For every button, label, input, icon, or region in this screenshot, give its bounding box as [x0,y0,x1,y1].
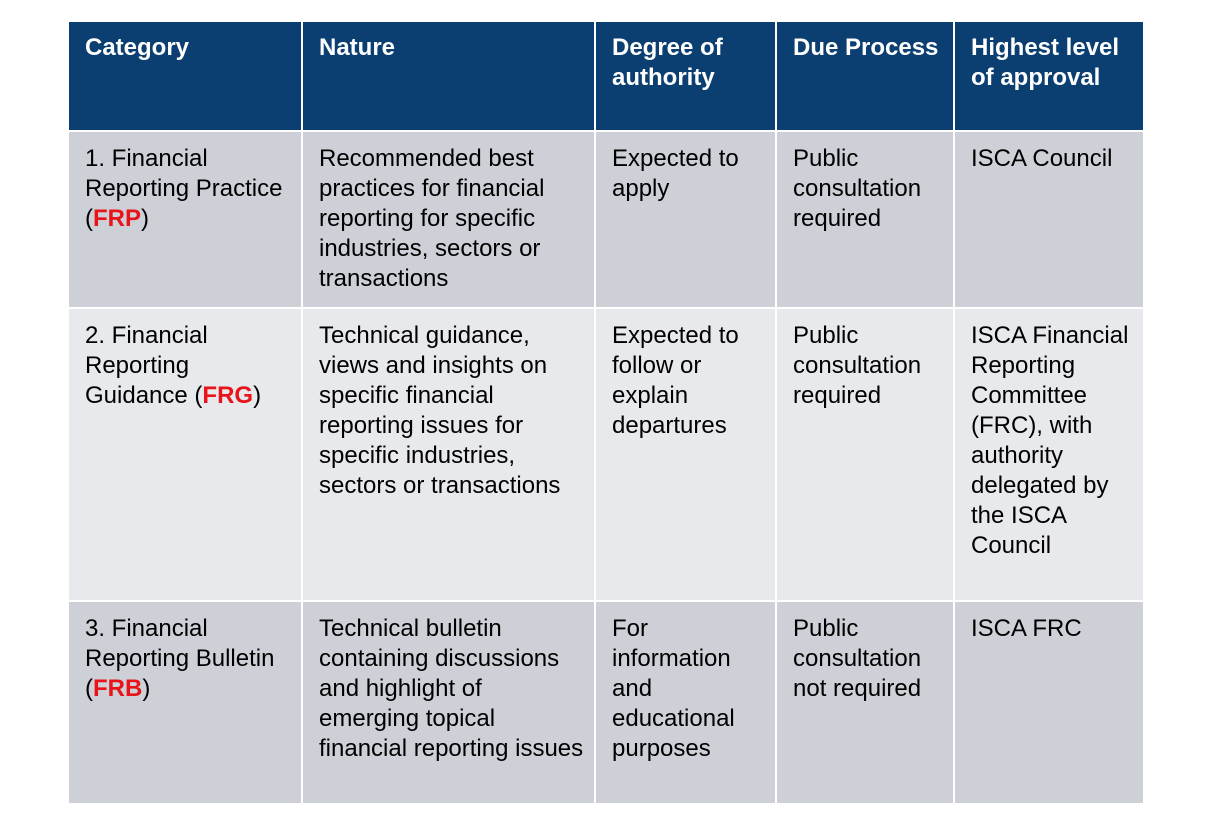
category-text: 1. Financial Reporting Practice ( [85,145,283,232]
category-text-end: ) [141,205,149,232]
row-2-due-process: Public consultation required [777,309,953,600]
header-authority: Degree of authority [596,22,775,130]
row-2-authority: Expected to follow or explain departures [596,309,775,600]
row-1-authority: Expected to apply [596,132,775,307]
row-3-nature: Technical bulletin containing discussion… [303,602,594,803]
header-nature: Nature [303,22,594,130]
category-code: FRB [93,675,143,702]
row-1-due-process: Public consultation required [777,132,953,307]
header-due-process: Due Process [777,22,953,130]
row-1-nature: Recommended best practices for financial… [303,132,594,307]
category-text-end: ) [142,675,151,702]
row-2-category: 2. Financial Reporting Guidance (FRG) [69,309,301,600]
row-2-approval: ISCA Financial Reporting Committee (FRC)… [955,309,1143,600]
category-text: 3. Financial Reporting Bulletin ( [85,615,275,702]
row-3-category: 3. Financial Reporting Bulletin (FRB) [69,602,301,803]
row-3-authority: For information and educational purposes [596,602,775,803]
category-code: FRG [202,382,254,409]
row-1-approval: ISCA Council [955,132,1143,307]
header-category: Category [69,22,301,130]
row-1-category: 1. Financial Reporting Practice (FRP) [69,132,301,307]
header-approval: Highest level of approval [955,22,1143,130]
category-text: 2. Financial Reporting Guidance ( [85,322,208,409]
category-code: FRP [93,205,141,232]
row-3-approval: ISCA FRC [955,602,1143,803]
category-text-end: ) [253,382,262,409]
pronouncement-categories-table: Category Nature Degree of authority Due … [69,22,1143,803]
row-3-due-process: Public consultation not required [777,602,953,803]
row-2-nature: Technical guidance, views and insights o… [303,309,594,600]
